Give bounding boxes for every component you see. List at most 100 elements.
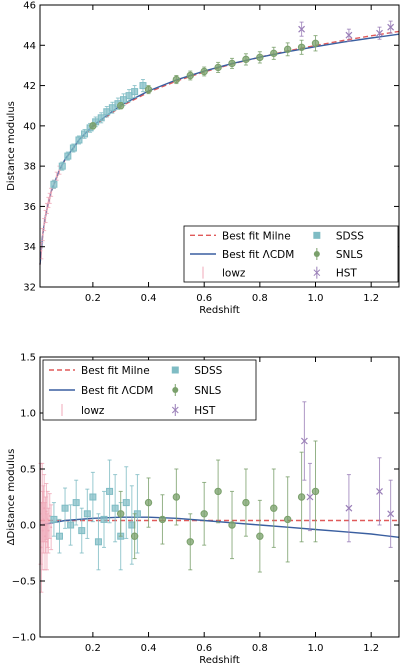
data-point bbox=[172, 75, 181, 85]
point-marker bbox=[78, 527, 86, 535]
point-marker bbox=[283, 45, 292, 54]
point-marker bbox=[214, 487, 222, 496]
legend-swatch bbox=[171, 406, 179, 414]
data-point bbox=[298, 21, 306, 37]
point-marker bbox=[108, 104, 116, 112]
point-marker bbox=[97, 114, 105, 122]
point-marker bbox=[387, 23, 395, 31]
legend-item: Best fit ΛCDM bbox=[190, 249, 294, 261]
point-marker bbox=[298, 25, 306, 33]
data-point bbox=[111, 474, 119, 543]
point-marker bbox=[64, 152, 72, 160]
point-marker bbox=[131, 88, 139, 96]
data-point bbox=[144, 477, 153, 528]
data-point bbox=[122, 466, 130, 539]
y-tick-label: 44 bbox=[23, 41, 36, 52]
point-marker bbox=[58, 162, 66, 170]
legend-swatch bbox=[171, 366, 179, 374]
point-marker bbox=[69, 144, 77, 152]
y-tick-label: 0.5 bbox=[20, 465, 36, 476]
point-marker bbox=[117, 510, 125, 518]
legend-box bbox=[183, 225, 399, 283]
y-axis-label: ΔDistance modulus bbox=[6, 449, 17, 546]
point-marker bbox=[45, 207, 48, 210]
data-point bbox=[376, 26, 383, 40]
data-point bbox=[270, 468, 278, 548]
series-sdss bbox=[50, 79, 147, 189]
point-marker bbox=[44, 215, 47, 218]
point-marker bbox=[55, 175, 58, 178]
point-marker bbox=[122, 499, 130, 507]
point-marker bbox=[81, 130, 89, 138]
legend: Best fit Milne SDSS Best fit ΛCDM SNLS lowz H… bbox=[42, 359, 257, 421]
legend-label: lowz bbox=[222, 268, 246, 280]
point-marker bbox=[345, 504, 353, 512]
legend-swatch bbox=[313, 251, 320, 257]
data-point bbox=[144, 85, 153, 95]
x-tick-label: 1.0 bbox=[308, 293, 324, 304]
point-marker bbox=[144, 85, 153, 94]
point-marker bbox=[144, 498, 153, 507]
point-marker bbox=[75, 136, 83, 144]
data-point bbox=[128, 485, 136, 565]
point-marker bbox=[200, 510, 208, 518]
point-marker bbox=[130, 532, 139, 540]
point-marker bbox=[89, 122, 97, 130]
x-tick-label: 0.2 bbox=[85, 643, 101, 654]
point-marker bbox=[283, 515, 292, 524]
legend-label: SDSS bbox=[336, 230, 364, 242]
series-snls bbox=[89, 35, 320, 130]
point-marker bbox=[48, 515, 51, 518]
data-point bbox=[311, 35, 320, 52]
point-marker bbox=[117, 102, 125, 110]
data-point bbox=[97, 112, 105, 124]
data-point bbox=[256, 499, 264, 573]
data-point bbox=[306, 462, 314, 532]
data-point bbox=[50, 179, 58, 189]
data-point bbox=[50, 502, 58, 537]
point-marker bbox=[111, 504, 119, 512]
data-point bbox=[297, 39, 306, 55]
data-point bbox=[78, 507, 86, 554]
data-point bbox=[108, 101, 116, 114]
point-marker bbox=[50, 526, 53, 529]
legend-label: lowz bbox=[81, 405, 105, 417]
legend-item: SDSS bbox=[313, 230, 364, 242]
point-marker bbox=[376, 487, 383, 495]
data-point bbox=[46, 196, 51, 208]
data-point bbox=[61, 487, 69, 529]
axes-frame bbox=[39, 4, 400, 288]
legend: Best fit Milne SDSS Best fit ΛCDM SNLS lowz H… bbox=[183, 225, 399, 283]
y-tick-label: 32 bbox=[23, 283, 36, 294]
y-tick-label: 1.0 bbox=[20, 409, 36, 420]
data-point bbox=[103, 106, 111, 118]
point-marker bbox=[50, 515, 58, 523]
legend-label: Best fit Milne bbox=[81, 365, 150, 377]
point-marker bbox=[300, 437, 308, 445]
point-marker bbox=[228, 59, 236, 68]
series-snls bbox=[117, 440, 320, 573]
chart-distance-modulus: 0.2 0.4 0.6 0.8 1.0 1.2 Redshift 32 34 36 38 40 42 44… bbox=[6, 1, 400, 316]
series-lowz bbox=[38, 462, 54, 593]
data-point bbox=[300, 401, 308, 481]
data-point bbox=[139, 79, 147, 93]
data-point bbox=[228, 57, 236, 69]
point-marker bbox=[270, 49, 278, 58]
data-point bbox=[58, 161, 66, 171]
data-point bbox=[228, 490, 236, 560]
point-marker bbox=[67, 521, 75, 529]
data-point bbox=[200, 66, 208, 77]
data-point bbox=[283, 476, 292, 563]
data-point bbox=[83, 488, 91, 539]
point-marker bbox=[50, 191, 53, 194]
point-marker bbox=[100, 515, 108, 523]
point-marker bbox=[58, 169, 61, 172]
point-marker bbox=[43, 223, 46, 226]
y-tick-label: 42 bbox=[23, 81, 36, 92]
data-point bbox=[106, 459, 114, 524]
point-marker bbox=[214, 63, 222, 72]
point-marker bbox=[83, 510, 91, 518]
point-marker bbox=[47, 529, 50, 532]
point-marker bbox=[186, 71, 194, 80]
legend-item: SDSS bbox=[171, 365, 223, 377]
